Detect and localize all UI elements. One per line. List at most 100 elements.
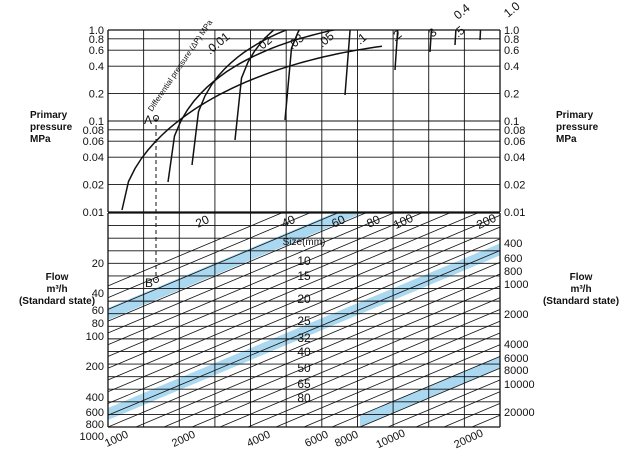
curve-label-0.03: .03	[285, 31, 307, 53]
pressure-curve-0.4	[454, 30, 457, 46]
diagonal-scale-label: 60	[329, 212, 347, 230]
curve-label-0.4: 0.4	[451, 1, 473, 23]
diagonal-flow-line	[612, 209, 634, 427]
point-b-label: B	[145, 276, 153, 290]
size-tick: 10	[297, 254, 311, 268]
pressure-tick-left: 1.0	[89, 25, 104, 37]
curve-label-0.5: .5	[451, 23, 468, 40]
highlight-band	[360, 356, 500, 427]
left-flow-tick: 20	[92, 258, 104, 270]
diagonal-flow-line	[303, 344, 500, 427]
right-flow-tick: 10000	[504, 379, 535, 391]
pressure-curve-0.1	[284, 30, 301, 121]
size-tick: 20	[297, 292, 311, 306]
pressure-tick-left: 0.8	[89, 34, 104, 46]
flow-label-left: Flow m³/h (Standard state)	[18, 272, 96, 307]
pressure-tick-right: 0.01	[504, 207, 525, 219]
diagonal-flow-line	[108, 250, 500, 416]
diagonal-flow-lines	[108, 209, 634, 427]
size-tick: 25	[297, 314, 311, 328]
chart-markers	[153, 115, 159, 283]
diagonal-flow-line	[108, 213, 479, 369]
right-flow-tick: 8000	[504, 365, 528, 377]
right-flow-tick: 6000	[504, 353, 528, 365]
diagonal-flow-line	[108, 213, 339, 310]
pressure-curve-0.01	[121, 45, 383, 211]
top-panel-grid	[107, 29, 501, 213]
right-flow-tick: 1000	[504, 279, 528, 291]
right-flow-tick: 2000	[504, 309, 528, 321]
size-tick: 50	[297, 361, 311, 375]
size-tick: 32	[297, 331, 311, 345]
pressure-tick-right: 0.06	[504, 136, 525, 148]
diagonal-flow-line	[247, 320, 500, 427]
diagonal-flow-line	[108, 214, 500, 381]
diagonal-flow-line	[556, 209, 634, 427]
left-flow-tick: 1000	[80, 431, 104, 443]
diagonal-flow-line	[528, 209, 634, 427]
size-tick: 40	[297, 345, 311, 359]
size-tick: 80	[297, 391, 311, 405]
diagonal-flow-line	[108, 238, 500, 404]
diagonal-scale-label: 80	[364, 212, 382, 230]
curve-label-0.3: .3	[423, 25, 440, 42]
diagonal-flow-line	[108, 213, 311, 299]
curve-label-1.0: 1.0	[501, 0, 523, 20]
left-flow-tick: 100	[86, 331, 104, 343]
bottom-flow-tick: 1000	[103, 429, 130, 450]
pressure-curve-0.03	[191, 30, 289, 166]
diagonal-flow-line	[135, 273, 500, 427]
size-scale-title: Size(mm)	[283, 237, 326, 248]
pressure-tick-right: 0.6	[504, 45, 519, 57]
diagonal-flow-line	[387, 379, 500, 427]
diagonal-flow-line	[331, 356, 500, 427]
curve-label-0.05: .05	[315, 29, 337, 51]
pressure-tick-left: 0.4	[89, 61, 104, 73]
pressure-tick-left: 0.2	[89, 89, 104, 101]
right-flow-tick: 400	[504, 238, 522, 250]
left-flow-tick: 600	[86, 407, 104, 419]
pressure-tick-right: 1.0	[504, 25, 519, 37]
pressure-tick-right: 0.8	[504, 34, 519, 46]
pressure-tick-left: 0.6	[89, 45, 104, 57]
pressure-tick-right: 0.04	[504, 152, 525, 164]
pressure-tick-left: 0.01	[83, 207, 104, 219]
point-a-label: A	[144, 113, 152, 127]
left-flow-tick: 80	[92, 318, 104, 330]
primary-pressure-label-left: Primary pressure MPa	[30, 110, 73, 145]
highlight-band	[108, 243, 500, 420]
left-flow-tick: 40	[92, 288, 104, 300]
highlight-bands	[108, 213, 500, 427]
bottom-flow-tick: 10000	[374, 427, 407, 451]
bottom-flow-tick: 8000	[333, 429, 360, 450]
curve-label-0.1: .1	[353, 30, 370, 47]
right-flow-tick: 800	[504, 266, 522, 278]
primary-pressure-label-right: Primary pressure MPa	[556, 110, 599, 145]
diagonal-flow-line	[108, 261, 500, 427]
diagonal-flow-line	[443, 403, 500, 427]
right-flow-tick: 20000	[504, 407, 535, 419]
diagonal-flow-line	[108, 213, 283, 287]
pressure-curve-0.05	[234, 30, 275, 141]
diagonal-flow-line	[359, 367, 500, 427]
pressure-tick-right: 0.2	[504, 89, 519, 101]
pressure-tick-right: 0.1	[504, 116, 519, 128]
pressure-curve-0.2	[344, 30, 351, 96]
pressure-tick-left: 0.08	[83, 125, 104, 137]
left-flow-tick: 800	[86, 419, 104, 431]
diagonal-flow-line	[108, 213, 395, 334]
diagonal-flow-line	[584, 209, 634, 427]
right-flow-tick: 600	[504, 253, 522, 265]
diagonal-scale-label: 20	[193, 212, 211, 230]
bottom-flow-tick: 6000	[303, 429, 330, 450]
pressure-tick-right: 0.02	[504, 180, 525, 192]
size-tick: 15	[297, 269, 311, 283]
pressure-tick-left: 0.06	[83, 136, 104, 148]
diagonal-flow-line	[275, 332, 500, 427]
pressure-tick-right: 0.08	[504, 125, 525, 137]
flow-label-right: Flow m³/h (Standard state)	[542, 272, 620, 307]
pressure-tick-right: 0.4	[504, 61, 519, 73]
left-flow-tick: 200	[86, 361, 104, 373]
bottom-flow-tick: 2000	[170, 429, 197, 450]
